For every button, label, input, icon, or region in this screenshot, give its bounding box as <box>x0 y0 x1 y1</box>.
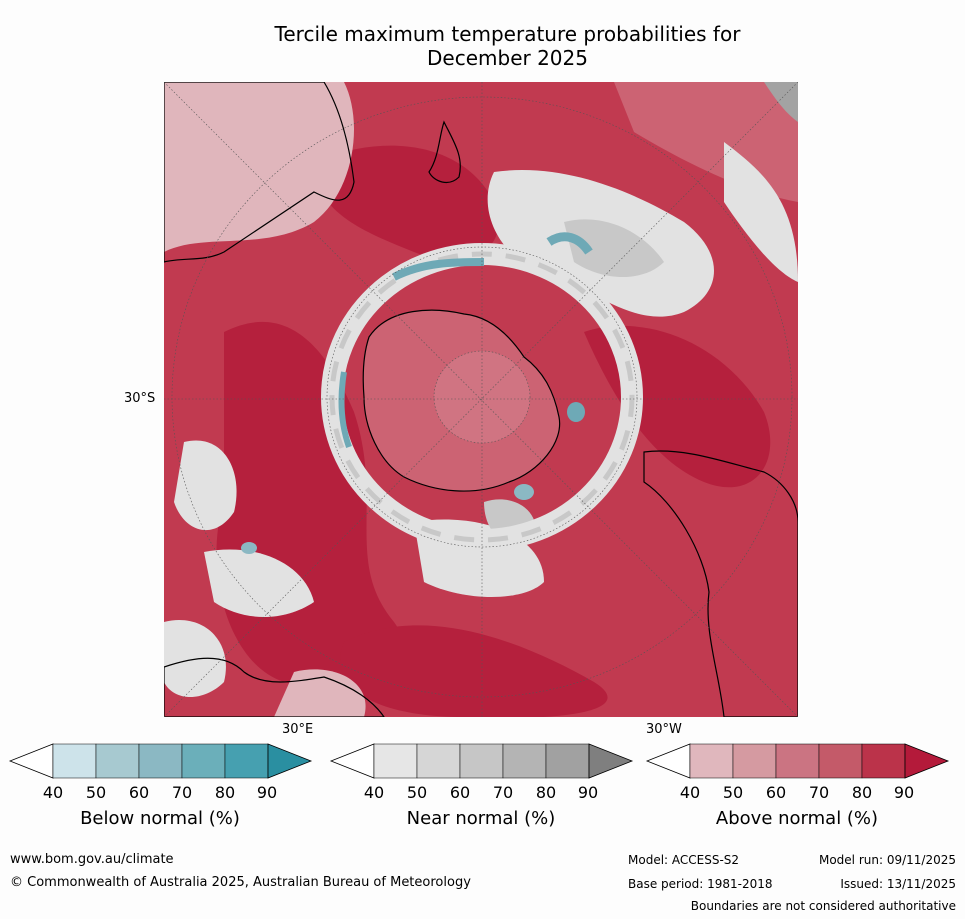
tick-label: 50 <box>406 783 428 802</box>
colorbar-segment <box>818 743 863 779</box>
colorbar-segment <box>732 743 777 779</box>
colorbar-extend-high <box>588 743 634 779</box>
graticule <box>164 82 798 717</box>
colorbar-segment <box>459 743 504 779</box>
title-line-1: Tercile maximum temperature probabilitie… <box>274 22 741 46</box>
region-near-west <box>174 440 237 531</box>
region-below-ne <box>546 232 593 255</box>
colorbar-above <box>645 743 950 779</box>
region-below-peninsula <box>567 402 585 422</box>
tick-label: 90 <box>577 783 599 802</box>
title-line-2: December 2025 <box>427 46 588 70</box>
tick-label: 40 <box>363 783 385 802</box>
tick-label: 70 <box>492 783 514 802</box>
base-period: Base period: 1981-2018 <box>628 877 773 891</box>
region-near-far-sw <box>164 620 226 697</box>
colorbar-segment <box>502 743 547 779</box>
colorbar-below-title: Below normal (%) <box>80 808 240 829</box>
region-above-50-nw <box>164 82 354 252</box>
bom-url[interactable]: www.bom.gov.au/climate <box>10 852 174 867</box>
copyright: © Commonwealth of Australia 2025, Austra… <box>10 875 471 890</box>
region-above-90-south <box>340 625 608 717</box>
tick-label: 40 <box>679 783 701 802</box>
tick-label: 90 <box>256 783 278 802</box>
colorbar-segment <box>52 743 97 779</box>
colorbar-extend-high <box>267 743 313 779</box>
colorbar-segment <box>224 743 269 779</box>
colorbar-above-title: Above normal (%) <box>715 808 879 829</box>
colorbar-below-svg <box>8 743 313 779</box>
colorbar-extend-low <box>329 743 375 779</box>
colorbar-below <box>8 743 313 779</box>
tick-label: 60 <box>449 783 471 802</box>
colorbar-segment <box>689 743 734 779</box>
africa-outline <box>164 657 385 717</box>
region-near-90-corner <box>764 82 798 122</box>
tick-label: 80 <box>851 783 873 802</box>
tick-label: 50 <box>722 783 744 802</box>
colorbar-segment <box>861 743 906 779</box>
tick-label: 60 <box>128 783 150 802</box>
colorbar-near-title: Near normal (%) <box>406 808 556 829</box>
chart-title: Tercile maximum temperature probabilitie… <box>160 22 855 70</box>
tick-label: 40 <box>42 783 64 802</box>
tick-label: 60 <box>765 783 787 802</box>
region-below-south <box>514 484 534 500</box>
tick-label: 50 <box>85 783 107 802</box>
region-below-ring-west <box>338 371 352 448</box>
region-near-sw <box>204 549 314 617</box>
region-above-90-north <box>314 145 499 260</box>
colorbar-near-svg <box>329 743 634 779</box>
colorbar-segment <box>545 743 590 779</box>
tick-label: 80 <box>214 783 236 802</box>
tick-label: 80 <box>535 783 557 802</box>
colorbar-segment <box>138 743 183 779</box>
colorbar-segment <box>95 743 140 779</box>
region-below-sw <box>241 542 257 554</box>
new-zealand-outline <box>428 120 461 184</box>
lat-label-30s: 30°S <box>124 391 156 406</box>
region-near-far-ne <box>724 142 798 282</box>
colorbar-segment <box>775 743 820 779</box>
issued-date: Issued: 13/11/2025 <box>840 877 956 891</box>
probability-map <box>164 82 798 717</box>
colorbar-above-svg <box>645 743 950 779</box>
colorbar-segment <box>416 743 461 779</box>
lon-label-30e: 30°E <box>282 722 314 737</box>
colorbar-near <box>329 743 634 779</box>
tick-label: 90 <box>893 783 915 802</box>
model-run: Model run: 09/11/2025 <box>818 853 956 867</box>
region-near-ne-dark <box>564 219 664 277</box>
tick-label: 70 <box>808 783 830 802</box>
colorbar-extend-high <box>904 743 950 779</box>
colorbar-extend-low <box>645 743 691 779</box>
map-svg <box>164 82 798 717</box>
colorbar-segment <box>181 743 226 779</box>
disclaimer: Boundaries are not considered authoritat… <box>690 899 956 913</box>
australia-outline <box>164 82 355 263</box>
colorbar-segment <box>373 743 418 779</box>
tick-label: 70 <box>171 783 193 802</box>
antarctica <box>362 309 561 492</box>
colorbar-extend-low <box>8 743 54 779</box>
south-america-outline <box>643 450 798 717</box>
model-name: Model: ACCESS-S2 <box>628 853 740 867</box>
region-below-ring-north <box>392 258 485 281</box>
lon-label-30w: 30°W <box>646 722 682 737</box>
